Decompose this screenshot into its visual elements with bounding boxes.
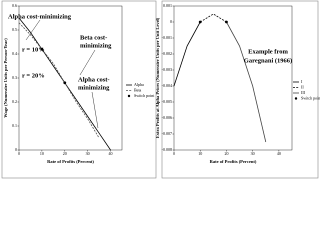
x-axis-label: Rate of Profits (Percent) [210, 159, 257, 164]
y-tick-label: 0.4 [12, 51, 17, 56]
figure: 0 0.1 0.2 0.3 0.4 0.5 0.6 0 10 20 30 40 Rate of Prof… [1, 0, 320, 179]
y-tick-label: 0.1 [12, 123, 17, 128]
y-tick-label: -0.002 [162, 51, 172, 56]
annotation: minimizing [80, 42, 112, 49]
right-panel [161, 0, 319, 179]
legend-label: Switch point [134, 93, 155, 98]
y-tick-label: -0.007 [162, 131, 172, 136]
legend-label: Beta [134, 87, 142, 92]
arrow [25, 19, 41, 41]
y-tick-label: 0 [170, 19, 172, 24]
x-tick-label: 40 [109, 151, 113, 156]
x-tick-label: 10 [40, 151, 44, 156]
y-tick-label: 0.6 [12, 3, 17, 8]
arrow [91, 91, 99, 129]
annotation: Example from [248, 48, 288, 55]
y-axis-label: Extra Profits at Alpha Prices (Numeraire… [155, 17, 160, 138]
line-series [200, 13, 227, 23]
legend-label: II [301, 84, 304, 89]
y-tick-label: -0.003 [162, 67, 172, 72]
line-series [18, 22, 100, 139]
x-axis-label: Rate of Profits (Percent) [47, 159, 94, 164]
y-tick-label: 0.3 [12, 75, 17, 80]
legend-label: Alpha [134, 82, 144, 87]
plot-area [173, 5, 293, 151]
annotation: Alpha cost-minimizing [8, 13, 72, 20]
y-axis-label: Wage (Numeraire Units per Person-Year) [3, 38, 8, 118]
y-tick-label: 0.001 [163, 3, 172, 8]
x-tick-label: 10 [198, 151, 202, 156]
legend-label: I [301, 79, 303, 84]
y-tick-label: -0.004 [162, 83, 172, 88]
y-tick-label: 0.2 [12, 99, 17, 104]
y-tick-label: 0 [15, 147, 17, 152]
arrow [79, 49, 96, 76]
annotation: Garegnani (1966) [244, 57, 292, 64]
annotation: r = 20% [22, 72, 45, 79]
legend-marker [294, 97, 298, 100]
annotation: minimizing [78, 84, 110, 91]
y-tick-label: -0.006 [162, 115, 172, 120]
annotation: r = 10% [22, 46, 45, 53]
x-tick-label: 0 [18, 151, 20, 156]
y-tick-label: -0.001 [162, 35, 172, 40]
switch-point [225, 20, 228, 24]
annotation: Alpha cost- [78, 76, 110, 83]
annotation: Beta cost- [80, 34, 107, 41]
y-tick-label: 0.5 [12, 27, 17, 32]
switch-point [63, 81, 67, 85]
x-tick-label: 30 [251, 151, 255, 156]
left-panel [1, 0, 157, 179]
legend-label: Switch point [301, 95, 320, 100]
line-series [173, 21, 201, 87]
switch-point [40, 47, 44, 51]
legend-label: III [301, 90, 306, 95]
x-tick-label: 20 [63, 151, 67, 156]
x-tick-label: 20 [224, 151, 228, 156]
x-tick-label: 40 [277, 151, 281, 156]
line-series [226, 21, 267, 143]
legend-marker [127, 94, 131, 98]
x-tick-label: 0 [173, 151, 175, 156]
y-tick-label: -0.008 [162, 147, 172, 152]
x-tick-label: 30 [86, 151, 90, 156]
switch-point [198, 20, 202, 24]
y-tick-label: -0.005 [162, 99, 172, 104]
